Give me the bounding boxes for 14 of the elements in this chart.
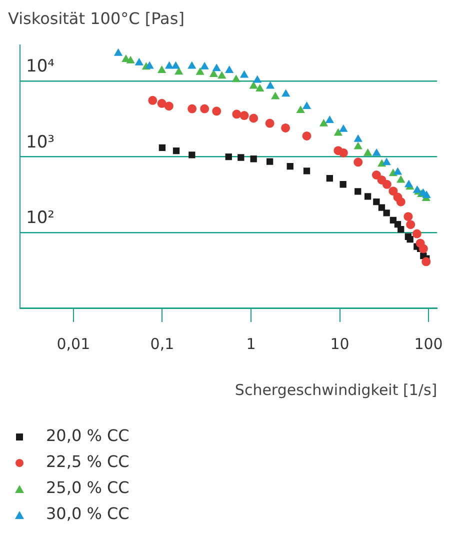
legend-label: 20,0 % CC: [46, 426, 130, 446]
chart-title: Viskosität 100°C [Pas]: [8, 8, 184, 28]
y-tick-label: 10³: [26, 132, 54, 152]
x-axis-title: Schergeschwindigkeit [1/s]: [234, 380, 438, 399]
legend-label: 25,0 % CC: [46, 478, 130, 498]
x-tick-label: 10: [330, 334, 350, 353]
x-tick-label: 0,01: [56, 334, 90, 353]
y-tick-label: 10⁴: [26, 56, 55, 77]
legend-label: 30,0 % CC: [46, 504, 130, 524]
legend-label: 22,5 % CC: [46, 452, 130, 472]
x-tick-label: 1: [246, 334, 256, 353]
y-tick-label: 10²: [26, 208, 54, 228]
x-tick-label: 100: [414, 334, 443, 353]
x-tick-label: 0,1: [150, 334, 174, 353]
